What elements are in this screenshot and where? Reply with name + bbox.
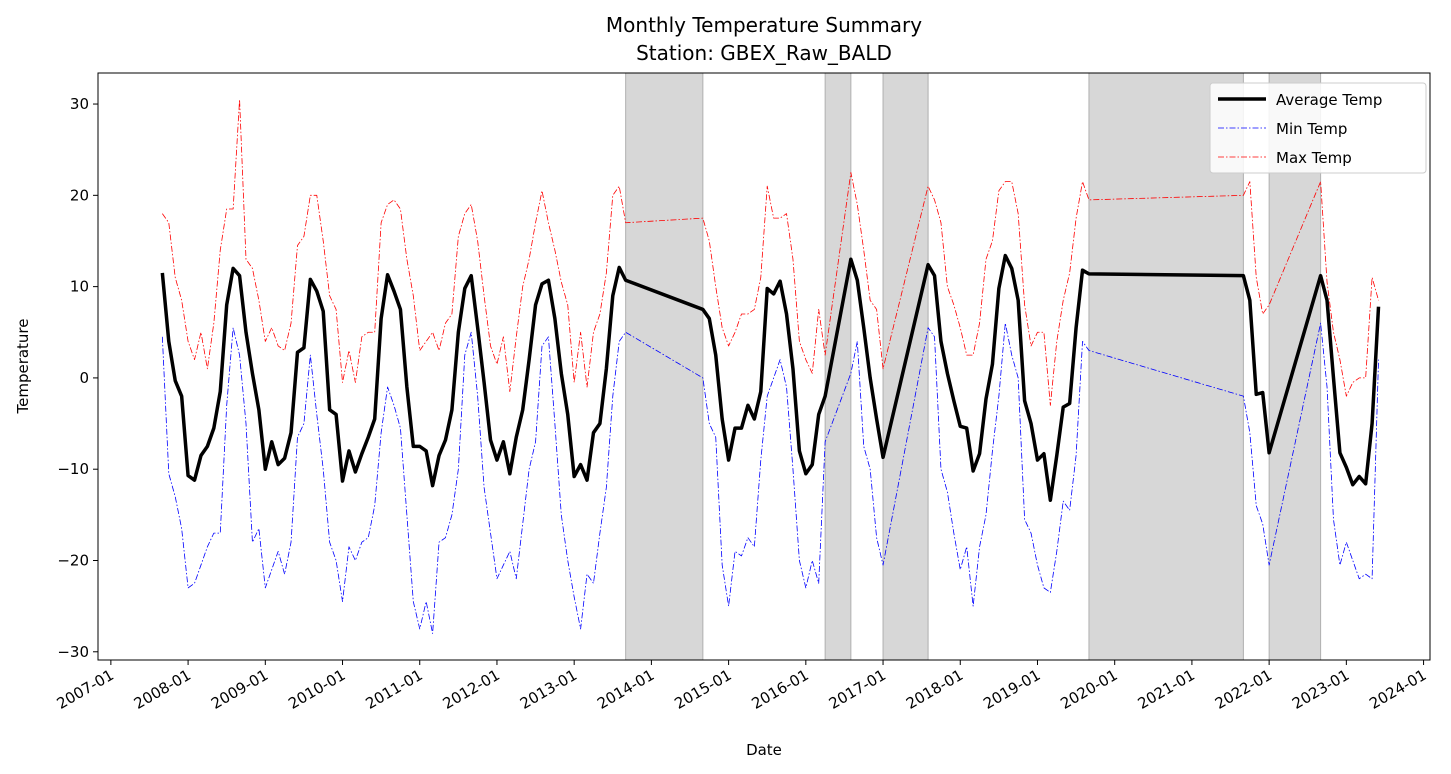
line-series [160, 253, 1381, 502]
y-tick-label: 30 [70, 95, 89, 113]
x-axis-label: Date [746, 741, 782, 759]
x-tick-label: 2013-01 [517, 666, 580, 713]
x-tick-label: 2015-01 [671, 666, 734, 713]
x-tick-label: 2016-01 [749, 666, 812, 713]
shaded-span [625, 72, 704, 661]
line-series [161, 322, 1379, 634]
x-tick-label: 2019-01 [980, 666, 1043, 713]
x-tick-label: 2020-01 [1057, 666, 1120, 713]
y-tick-label: 20 [70, 186, 89, 204]
legend-label: Min Temp [1276, 120, 1347, 138]
legend-box [1209, 82, 1427, 174]
x-tick-label: 2010-01 [285, 666, 348, 713]
x-tick-label: 2007-01 [54, 666, 117, 713]
x-tick-label: 2011-01 [362, 666, 425, 713]
chart-subtitle: Station: GBEX_Raw_BALD [636, 41, 892, 65]
x-tick-label: 2024-01 [1366, 666, 1429, 713]
x-tick-label: 2012-01 [440, 666, 503, 713]
plot-frame [97, 72, 1431, 661]
x-tick-label: 2009-01 [208, 666, 271, 713]
x-tick-label: 2018-01 [903, 666, 966, 713]
legend-label: Max Temp [1276, 149, 1352, 167]
y-tick-label: 10 [70, 278, 89, 296]
y-tick-label: −30 [57, 643, 89, 661]
y-tick-label: −10 [57, 460, 89, 478]
y-axis-label: Temperature [14, 318, 32, 414]
x-tick-label: 2014-01 [594, 666, 657, 713]
x-tick-label: 2021-01 [1135, 666, 1198, 713]
chart-title: Monthly Temperature Summary [606, 13, 922, 37]
x-tick-label: 2008-01 [131, 666, 194, 713]
x-tick-label: 2017-01 [826, 666, 889, 713]
legend-label: Average Temp [1276, 91, 1382, 109]
line-series [162, 99, 1379, 406]
legend: Average Temp Min Temp Max Temp [1209, 82, 1427, 174]
x-tick-label: 2023-01 [1289, 666, 1352, 713]
y-tick-label: 0 [79, 369, 89, 387]
x-tick-label: 2022-01 [1212, 666, 1275, 713]
y-tick-label: −20 [57, 551, 89, 569]
